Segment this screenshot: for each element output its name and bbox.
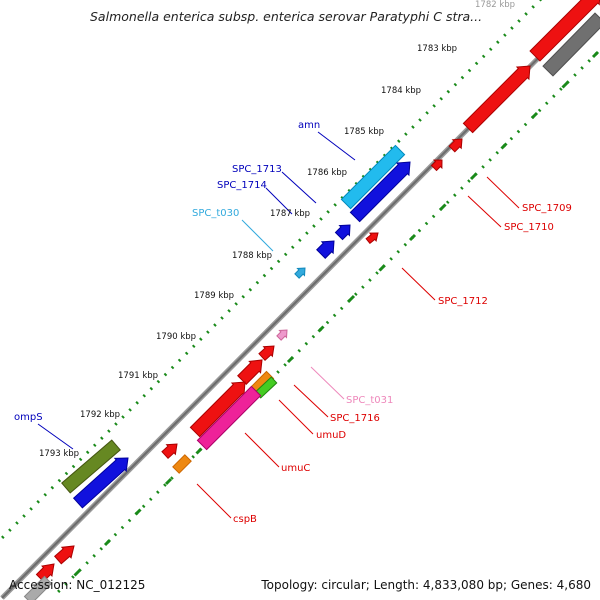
feature-small-red-a xyxy=(430,159,443,172)
feature-red-a xyxy=(237,359,263,385)
gene-label[interactable]: SPC_1713 xyxy=(232,164,282,175)
feature-spc1712 xyxy=(365,232,379,245)
gene-label[interactable]: SPC_1716 xyxy=(330,413,380,424)
scale-tick xyxy=(500,142,508,150)
scale-tick xyxy=(134,508,142,516)
feature-bottom-grey xyxy=(23,575,53,600)
gene-label[interactable]: SPC_t031 xyxy=(346,395,393,406)
feature-spc1714-a xyxy=(316,240,335,259)
gene-label[interactable]: SPC_1709 xyxy=(522,203,572,214)
gene-label[interactable]: SPC_1714 xyxy=(217,180,267,191)
kbp-label: 1788 kbp xyxy=(232,251,272,261)
kbp-label: 1789 kbp xyxy=(194,291,234,301)
label-leader-line xyxy=(37,423,74,450)
label-leader-line xyxy=(265,187,293,215)
label-leader-line xyxy=(196,483,232,519)
feature-cspB-b xyxy=(172,454,192,474)
kbp-label: 1783 kbp xyxy=(417,44,457,54)
scale-ticks xyxy=(73,50,600,577)
label-leader-lines xyxy=(37,131,520,519)
gene-label[interactable]: umuC xyxy=(281,463,310,474)
scale-tick xyxy=(286,355,295,364)
label-leader-line xyxy=(467,195,502,228)
scale-tick xyxy=(103,538,112,547)
feature-spc1716 xyxy=(258,345,275,362)
scale-tick xyxy=(73,569,81,577)
kbp-label: 1793 kbp xyxy=(39,449,79,459)
feature-block-grey xyxy=(542,12,600,77)
kbp-label: 1784 kbp xyxy=(381,86,421,96)
kbp-label: 1787 kbp xyxy=(270,209,310,219)
label-leader-line xyxy=(244,432,280,468)
scale-tick xyxy=(408,233,417,242)
gene-label[interactable]: ompS xyxy=(14,412,43,423)
kbp-labels: 1782 kbp 1783 kbp 1784 kbp 1785 kbp 1786 kbp… xyxy=(39,0,515,459)
feature-spc1714-b xyxy=(334,224,351,241)
outer-scale-dotted-line xyxy=(0,0,543,540)
scale-tick xyxy=(469,172,478,181)
gene-features xyxy=(23,0,600,600)
gene-label[interactable]: umuD xyxy=(316,430,346,441)
gene-label[interactable]: cspB xyxy=(233,514,257,525)
genome-stats-text: Topology: circular; Length: 4,833,080 bp… xyxy=(261,578,591,592)
feature-spc1710 xyxy=(448,138,463,153)
feature-ompS xyxy=(61,439,121,494)
scale-tick xyxy=(164,477,173,486)
label-leader-line xyxy=(281,171,317,204)
scale-tick xyxy=(591,50,600,59)
label-leader-line xyxy=(278,399,314,435)
kbp-label: 1792 kbp xyxy=(80,410,120,420)
kbp-label: 1786 kbp xyxy=(307,168,347,178)
kbp-label: 1791 kbp xyxy=(118,371,158,381)
label-leader-line xyxy=(310,366,345,400)
gene-label[interactable]: SPC_1710 xyxy=(504,222,554,233)
label-leader-line xyxy=(401,267,436,301)
label-leader-line xyxy=(317,131,356,161)
feature-spc-t030 xyxy=(294,267,306,279)
gene-label[interactable]: SPC_t030 xyxy=(192,208,239,219)
feature-bottom-red-a xyxy=(35,563,55,583)
accession-text: Accession: NC_012125 xyxy=(9,578,146,592)
kbp-label: 1785 kbp xyxy=(344,127,384,137)
feature-bottom-red-b xyxy=(54,545,75,565)
genome-title: Salmonella enterica subsp. enterica sero… xyxy=(90,9,483,24)
feature-amn xyxy=(340,144,406,210)
scale-tick xyxy=(439,203,447,211)
label-leader-line xyxy=(241,219,274,252)
feature-umuC xyxy=(189,381,246,438)
kbp-label: 1782 kbp xyxy=(475,0,515,10)
feature-spc1713 xyxy=(349,161,411,223)
feature-spc1709 xyxy=(462,65,531,134)
feature-umuC-pink xyxy=(196,385,262,451)
scale-tick xyxy=(378,264,386,272)
label-leader-line xyxy=(293,384,329,418)
scale-tick xyxy=(530,111,539,120)
feature-block-red-top xyxy=(529,0,600,62)
gene-label[interactable]: amn xyxy=(298,120,320,131)
scale-tick xyxy=(195,447,203,455)
scale-tick xyxy=(561,81,569,89)
feature-cspB-a xyxy=(161,443,178,460)
feature-ompS-arrow xyxy=(72,457,129,509)
gene-labels: amn SPC_1713 SPC_1714 SPC_t030 ompS SPC_1709 S… xyxy=(14,120,572,525)
label-leader-line xyxy=(486,176,520,209)
gene-label[interactable]: SPC_1712 xyxy=(438,296,488,307)
kbp-label: 1790 kbp xyxy=(156,332,196,342)
scale-tick xyxy=(347,294,356,303)
scale-tick xyxy=(317,325,325,333)
feature-spc-t031 xyxy=(276,329,288,341)
